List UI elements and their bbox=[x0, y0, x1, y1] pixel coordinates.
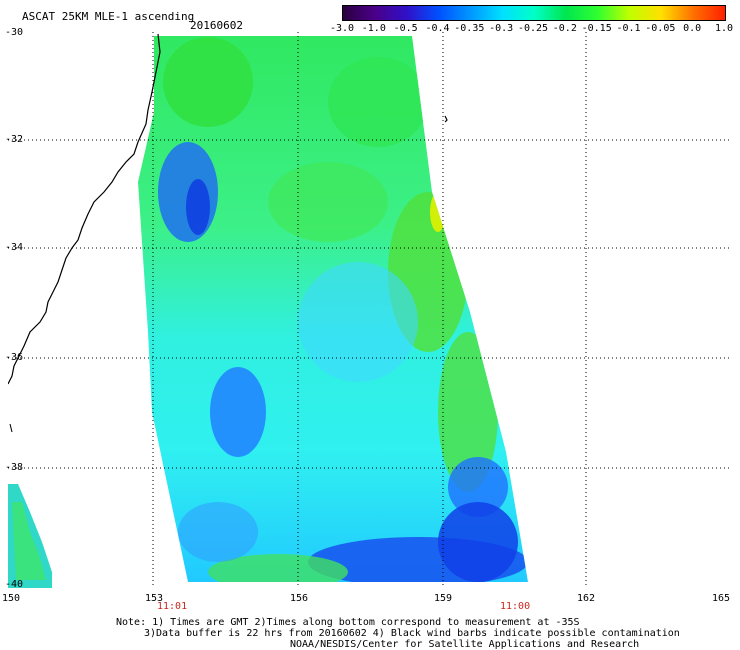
colorbar-label: -3.0 bbox=[329, 23, 355, 34]
colorbar-label: -0.1 bbox=[616, 23, 641, 34]
footer-note-2: 3)Data buffer is 22 hrs from 20160602 4)… bbox=[144, 628, 680, 639]
colorbar-label: -1.0 bbox=[361, 23, 386, 34]
colorbar-label: -0.25 bbox=[517, 23, 549, 34]
colorbar-label: -0.2 bbox=[552, 23, 577, 34]
lat-label: -36 bbox=[5, 352, 24, 363]
wind-swath bbox=[138, 36, 528, 582]
lon-label: 153 bbox=[145, 593, 164, 604]
graticule bbox=[8, 32, 730, 588]
footer-note-1: Note: 1) Times are GMT 2)Times along bot… bbox=[116, 617, 580, 628]
lat-label: -38 bbox=[5, 462, 24, 473]
lon-label: 162 bbox=[577, 593, 596, 604]
footer-credit: NOAA/NESDIS/Center for Satellite Applica… bbox=[290, 639, 640, 650]
lon-label: 150 bbox=[2, 593, 21, 604]
lat-label: -34 bbox=[5, 242, 24, 253]
colorbar-label: -0.15 bbox=[581, 23, 612, 34]
lat-label: -40 bbox=[5, 579, 24, 590]
lat-label: -30 bbox=[5, 27, 24, 38]
time-label: 11:00 bbox=[500, 601, 531, 612]
product-date: 20160602 bbox=[190, 19, 243, 32]
colorbar-label: -0.3 bbox=[489, 23, 514, 34]
colorbar-labels: -3.0 -1.0 -0.5 -0.4 -0.35 -0.3 -0.25 -0.… bbox=[330, 23, 733, 35]
colorbar-label: 0.0 bbox=[683, 23, 702, 34]
colorbar-label: -0.4 bbox=[425, 23, 450, 34]
colorbar-label: -0.35 bbox=[454, 23, 485, 34]
coastline bbox=[8, 33, 161, 385]
colorbar-gradient bbox=[343, 6, 725, 20]
lon-label: 156 bbox=[290, 593, 309, 604]
product-title: ASCAT 25KM MLE-1 ascending bbox=[22, 10, 195, 23]
lon-label: 159 bbox=[434, 593, 453, 604]
colorbar bbox=[342, 5, 726, 21]
colorbar-label: -0.05 bbox=[645, 23, 676, 34]
colorbar-label: -0.5 bbox=[393, 23, 418, 34]
colorbar-label: 1.0 bbox=[714, 23, 734, 34]
lon-label: 165 bbox=[712, 593, 731, 604]
time-label: 11:01 bbox=[157, 601, 188, 612]
island bbox=[444, 115, 448, 123]
map-panel bbox=[8, 32, 730, 588]
lat-label: -32 bbox=[5, 134, 24, 145]
